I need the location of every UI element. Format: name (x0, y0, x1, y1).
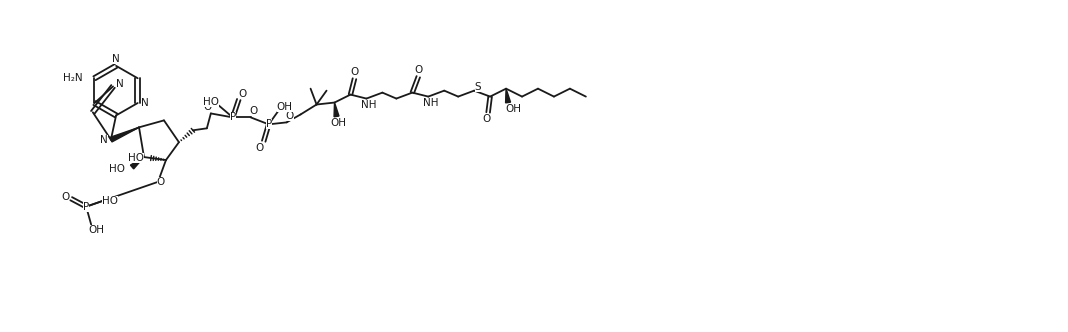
Text: N: N (112, 54, 120, 64)
Text: O: O (414, 65, 423, 75)
Polygon shape (130, 157, 144, 169)
Text: O: O (350, 67, 359, 77)
Text: OH: OH (330, 119, 346, 128)
Text: O: O (255, 143, 264, 153)
Text: O: O (482, 115, 490, 124)
Text: O: O (250, 107, 257, 117)
Text: O: O (285, 112, 294, 122)
Text: P: P (83, 202, 90, 212)
Text: O: O (238, 89, 247, 99)
Text: OH: OH (89, 225, 105, 235)
Text: HO: HO (103, 196, 119, 206)
Text: S: S (475, 82, 482, 92)
Text: H₂N: H₂N (63, 73, 82, 83)
Text: N: N (100, 135, 108, 145)
Text: OH: OH (277, 102, 293, 112)
Text: NH: NH (423, 98, 438, 108)
Polygon shape (334, 103, 339, 117)
Text: O: O (204, 103, 211, 113)
Text: OH: OH (505, 105, 521, 115)
Text: O: O (61, 192, 69, 202)
Text: P: P (230, 113, 236, 123)
Text: N: N (116, 79, 124, 89)
Text: P: P (266, 119, 272, 129)
Text: HO: HO (203, 97, 219, 107)
Text: HO: HO (128, 153, 144, 163)
Polygon shape (505, 89, 511, 103)
Text: NH: NH (361, 100, 376, 110)
Polygon shape (110, 127, 139, 142)
Text: O: O (157, 177, 166, 187)
Text: HO: HO (109, 164, 125, 174)
Text: N: N (141, 98, 148, 108)
